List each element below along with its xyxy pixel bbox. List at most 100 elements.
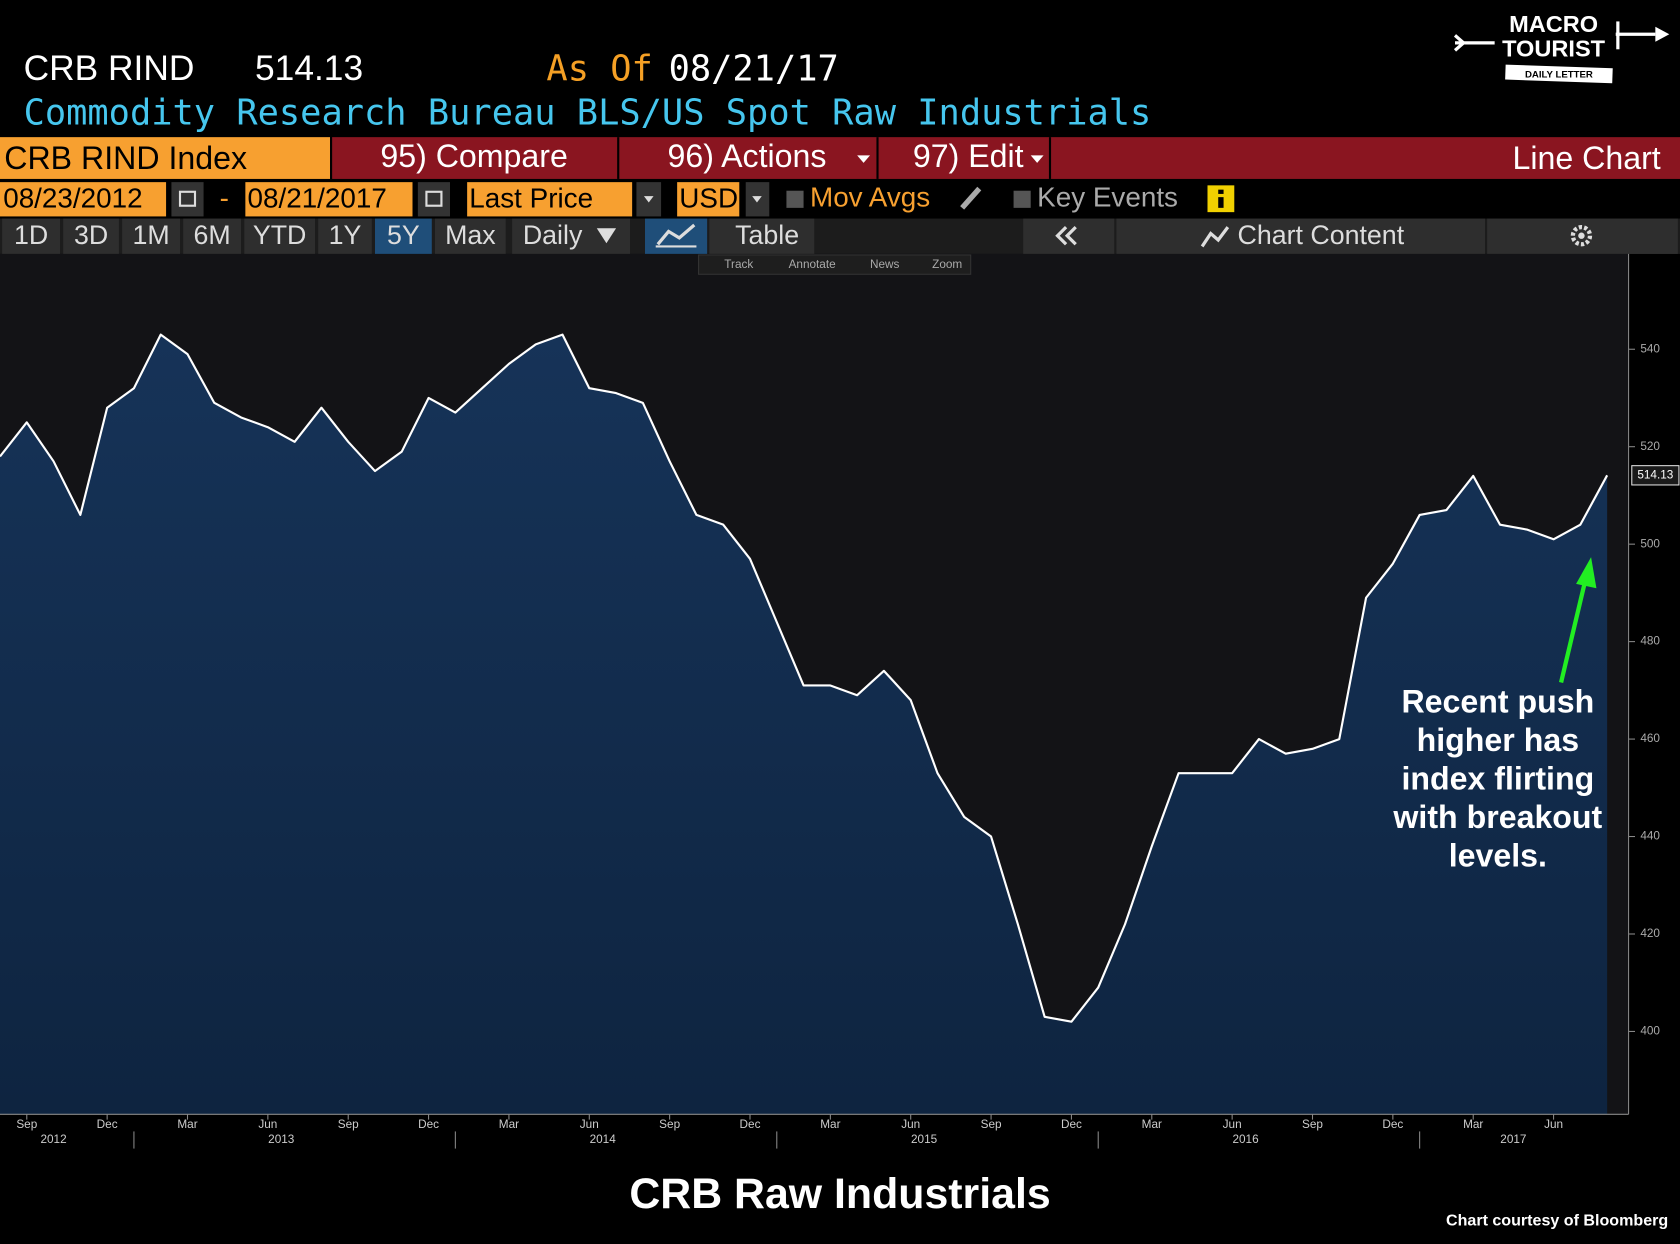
logo: MACRO TOURIST DAILY LETTER — [1453, 11, 1670, 84]
range-button[interactable] — [183, 218, 242, 254]
source: Chart courtesy of Bloomberg — [1446, 1212, 1668, 1230]
range-button[interactable] — [318, 218, 372, 254]
menu-bar — [332, 137, 1680, 179]
range-button[interactable] — [2, 218, 61, 254]
x-tick-label: Dec — [1382, 1118, 1403, 1131]
x-tick-label: Sep — [16, 1118, 37, 1131]
field[interactable]: Last Price — [469, 183, 593, 214]
x-tick-label: Dec — [1061, 1118, 1082, 1131]
area — [0, 334, 1608, 1115]
x-tick-label: Dec — [418, 1118, 439, 1131]
calendar-button[interactable] — [417, 182, 451, 217]
range-label[interactable]: 1Y — [329, 220, 362, 250]
field-select[interactable] — [467, 182, 633, 217]
as-of-date: 08/21/17 — [669, 49, 839, 90]
checkbox[interactable] — [1013, 190, 1031, 208]
tool-button[interactable]: Annotate — [789, 258, 837, 271]
x-tick-label: Jun — [1544, 1118, 1563, 1131]
ticker: CRB RIND — [24, 49, 195, 88]
currency[interactable]: USD — [679, 183, 738, 214]
range-label[interactable]: YTD — [253, 220, 307, 250]
key-events[interactable]: Key Events — [1037, 182, 1178, 213]
table-button[interactable] — [709, 218, 815, 254]
security[interactable]: CRB RIND Index — [4, 140, 247, 176]
actions-button[interactable]: 96) Actions — [668, 138, 827, 174]
currency-select[interactable] — [677, 182, 740, 217]
calendar-button[interactable] — [171, 182, 204, 217]
tool-button[interactable]: Track — [724, 258, 753, 271]
chart-content[interactable]: Chart Content — [1238, 220, 1405, 250]
year-label: 2013 — [268, 1133, 295, 1146]
annotation: higher has — [1417, 722, 1579, 758]
year-label: 2012 — [40, 1133, 66, 1146]
annotation: Recent push — [1401, 683, 1594, 719]
calendar-icon — [425, 190, 443, 207]
pencil-icon[interactable] — [960, 186, 982, 210]
chart-title: CRB Raw Industrials — [629, 1170, 1050, 1218]
y-tick-label: 400 — [1640, 1025, 1660, 1038]
last-price-label: 514.13 — [1637, 468, 1673, 481]
range-label[interactable]: 5Y — [387, 220, 420, 250]
compare-button[interactable]: 95) Compare — [380, 138, 567, 174]
range-button[interactable] — [63, 218, 119, 254]
line — [0, 333, 1609, 1023]
annotation: levels. — [1449, 838, 1547, 874]
mov-avgs[interactable]: Mov Avgs — [810, 182, 930, 213]
logo-text: DAILY LETTER — [1525, 70, 1593, 81]
x-tick-label: Mar — [499, 1118, 519, 1131]
line-chart-icon — [656, 223, 696, 246]
year-label: 2014 — [590, 1133, 617, 1146]
tool-button[interactable]: News — [870, 258, 900, 271]
y-tick-label: 480 — [1640, 635, 1660, 648]
edit-button[interactable]: 97) Edit — [913, 138, 1024, 174]
info-icon — [1218, 189, 1224, 194]
x-tick-label: Sep — [981, 1118, 1002, 1131]
gear-icon — [1570, 225, 1593, 247]
range-label[interactable]: 3D — [74, 220, 108, 250]
year-label: 2016 — [1232, 1133, 1259, 1146]
checkbox[interactable] — [786, 190, 804, 208]
chart-type[interactable]: Line Chart — [1512, 140, 1660, 176]
logo-text: TOURIST — [1502, 36, 1606, 62]
annotation: with breakout — [1392, 799, 1602, 835]
collapse-icon — [1064, 226, 1077, 246]
range-label[interactable]: 1D — [14, 220, 48, 250]
date-separator: - — [220, 183, 229, 214]
range-label[interactable]: 6M — [194, 220, 231, 250]
calendar-icon — [178, 190, 197, 207]
dropdown-arrow — [596, 228, 617, 244]
tool-button[interactable]: Zoom — [932, 258, 962, 271]
table[interactable]: Table — [735, 220, 799, 250]
annotation-arrow — [1558, 578, 1588, 683]
year-label: 2015 — [911, 1133, 938, 1146]
y-tick-label: 440 — [1640, 830, 1660, 843]
chart-content-icon — [1200, 226, 1230, 248]
tool-strip — [698, 254, 972, 275]
range-label[interactable]: 1M — [132, 220, 169, 250]
x-tick-label: Jun — [1223, 1118, 1242, 1131]
range-button[interactable] — [435, 218, 506, 254]
range-button[interactable] — [122, 218, 181, 254]
chart-content-button[interactable] — [1116, 218, 1486, 254]
end-date-field[interactable] — [245, 182, 413, 217]
x-tick-label: Jun — [580, 1118, 599, 1131]
range-button[interactable] — [375, 218, 432, 254]
plot: 400 420 440 460 480 500 520 540 Sep Dec Mar Jun Sep D… — [0, 333, 1680, 1149]
price: 514.13 — [255, 49, 363, 88]
x-tick-label: Dec — [740, 1118, 761, 1131]
x-tick-label: Jun — [258, 1118, 277, 1131]
security-field[interactable] — [0, 137, 331, 179]
start-date-field[interactable] — [0, 182, 167, 217]
gear-icon — [1578, 232, 1585, 239]
as-of-label: As Of — [546, 49, 652, 90]
end-date[interactable]: 08/21/2017 — [248, 183, 387, 214]
range-label[interactable]: Max — [445, 220, 496, 250]
range-button[interactable] — [244, 218, 316, 254]
x-tick-label: Mar — [177, 1118, 197, 1131]
range-buttons: 1D 3D 1M 6M YTD 1Y 5Y Max — [2, 218, 506, 254]
dropdown-arrow — [1030, 155, 1044, 163]
frequency[interactable]: Daily — [523, 220, 583, 250]
start-date[interactable]: 08/23/2012 — [3, 183, 142, 214]
